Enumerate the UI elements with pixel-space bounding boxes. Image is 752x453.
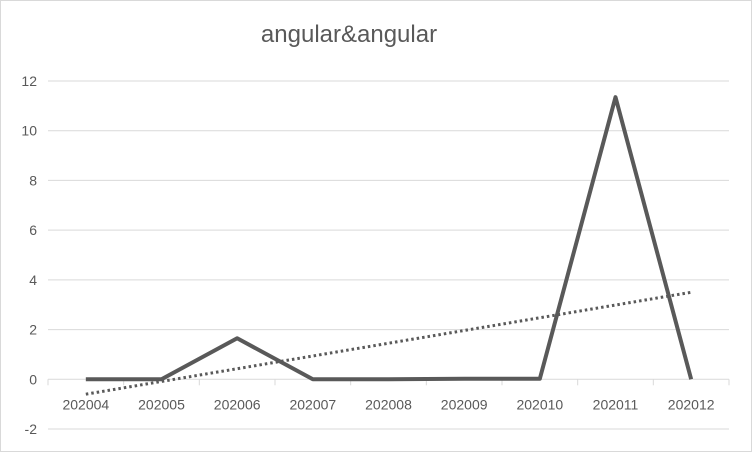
x-tick-label-2: 202006 [214,396,261,412]
series-line-1 [85,290,692,396]
x-tick-label-1: 202005 [138,396,185,412]
y-tick-label-5: 8 [29,172,37,188]
x-tick-label-4: 202008 [365,396,412,412]
x-tick-label-5: 202009 [441,396,488,412]
y-tick-label-6: 10 [21,123,37,139]
x-tick-label-7: 202011 [593,396,639,412]
y-tick-label-0: -2 [25,421,38,437]
series-line-0 [85,95,694,382]
y-tick-label-3: 4 [29,272,37,288]
x-tick-label-6: 202010 [516,396,563,412]
chart-title: angular&angular [260,21,438,48]
x-tick-label-3: 202007 [289,396,336,412]
x-tick-label-0: 202004 [62,396,109,412]
y-tick-label-2: 2 [29,322,37,338]
x-tick-label-8: 202012 [668,396,715,412]
y-tick-label-1: 0 [29,371,37,387]
y-tick-label-4: 6 [29,222,37,238]
y-tick-label-7: 12 [21,73,37,89]
